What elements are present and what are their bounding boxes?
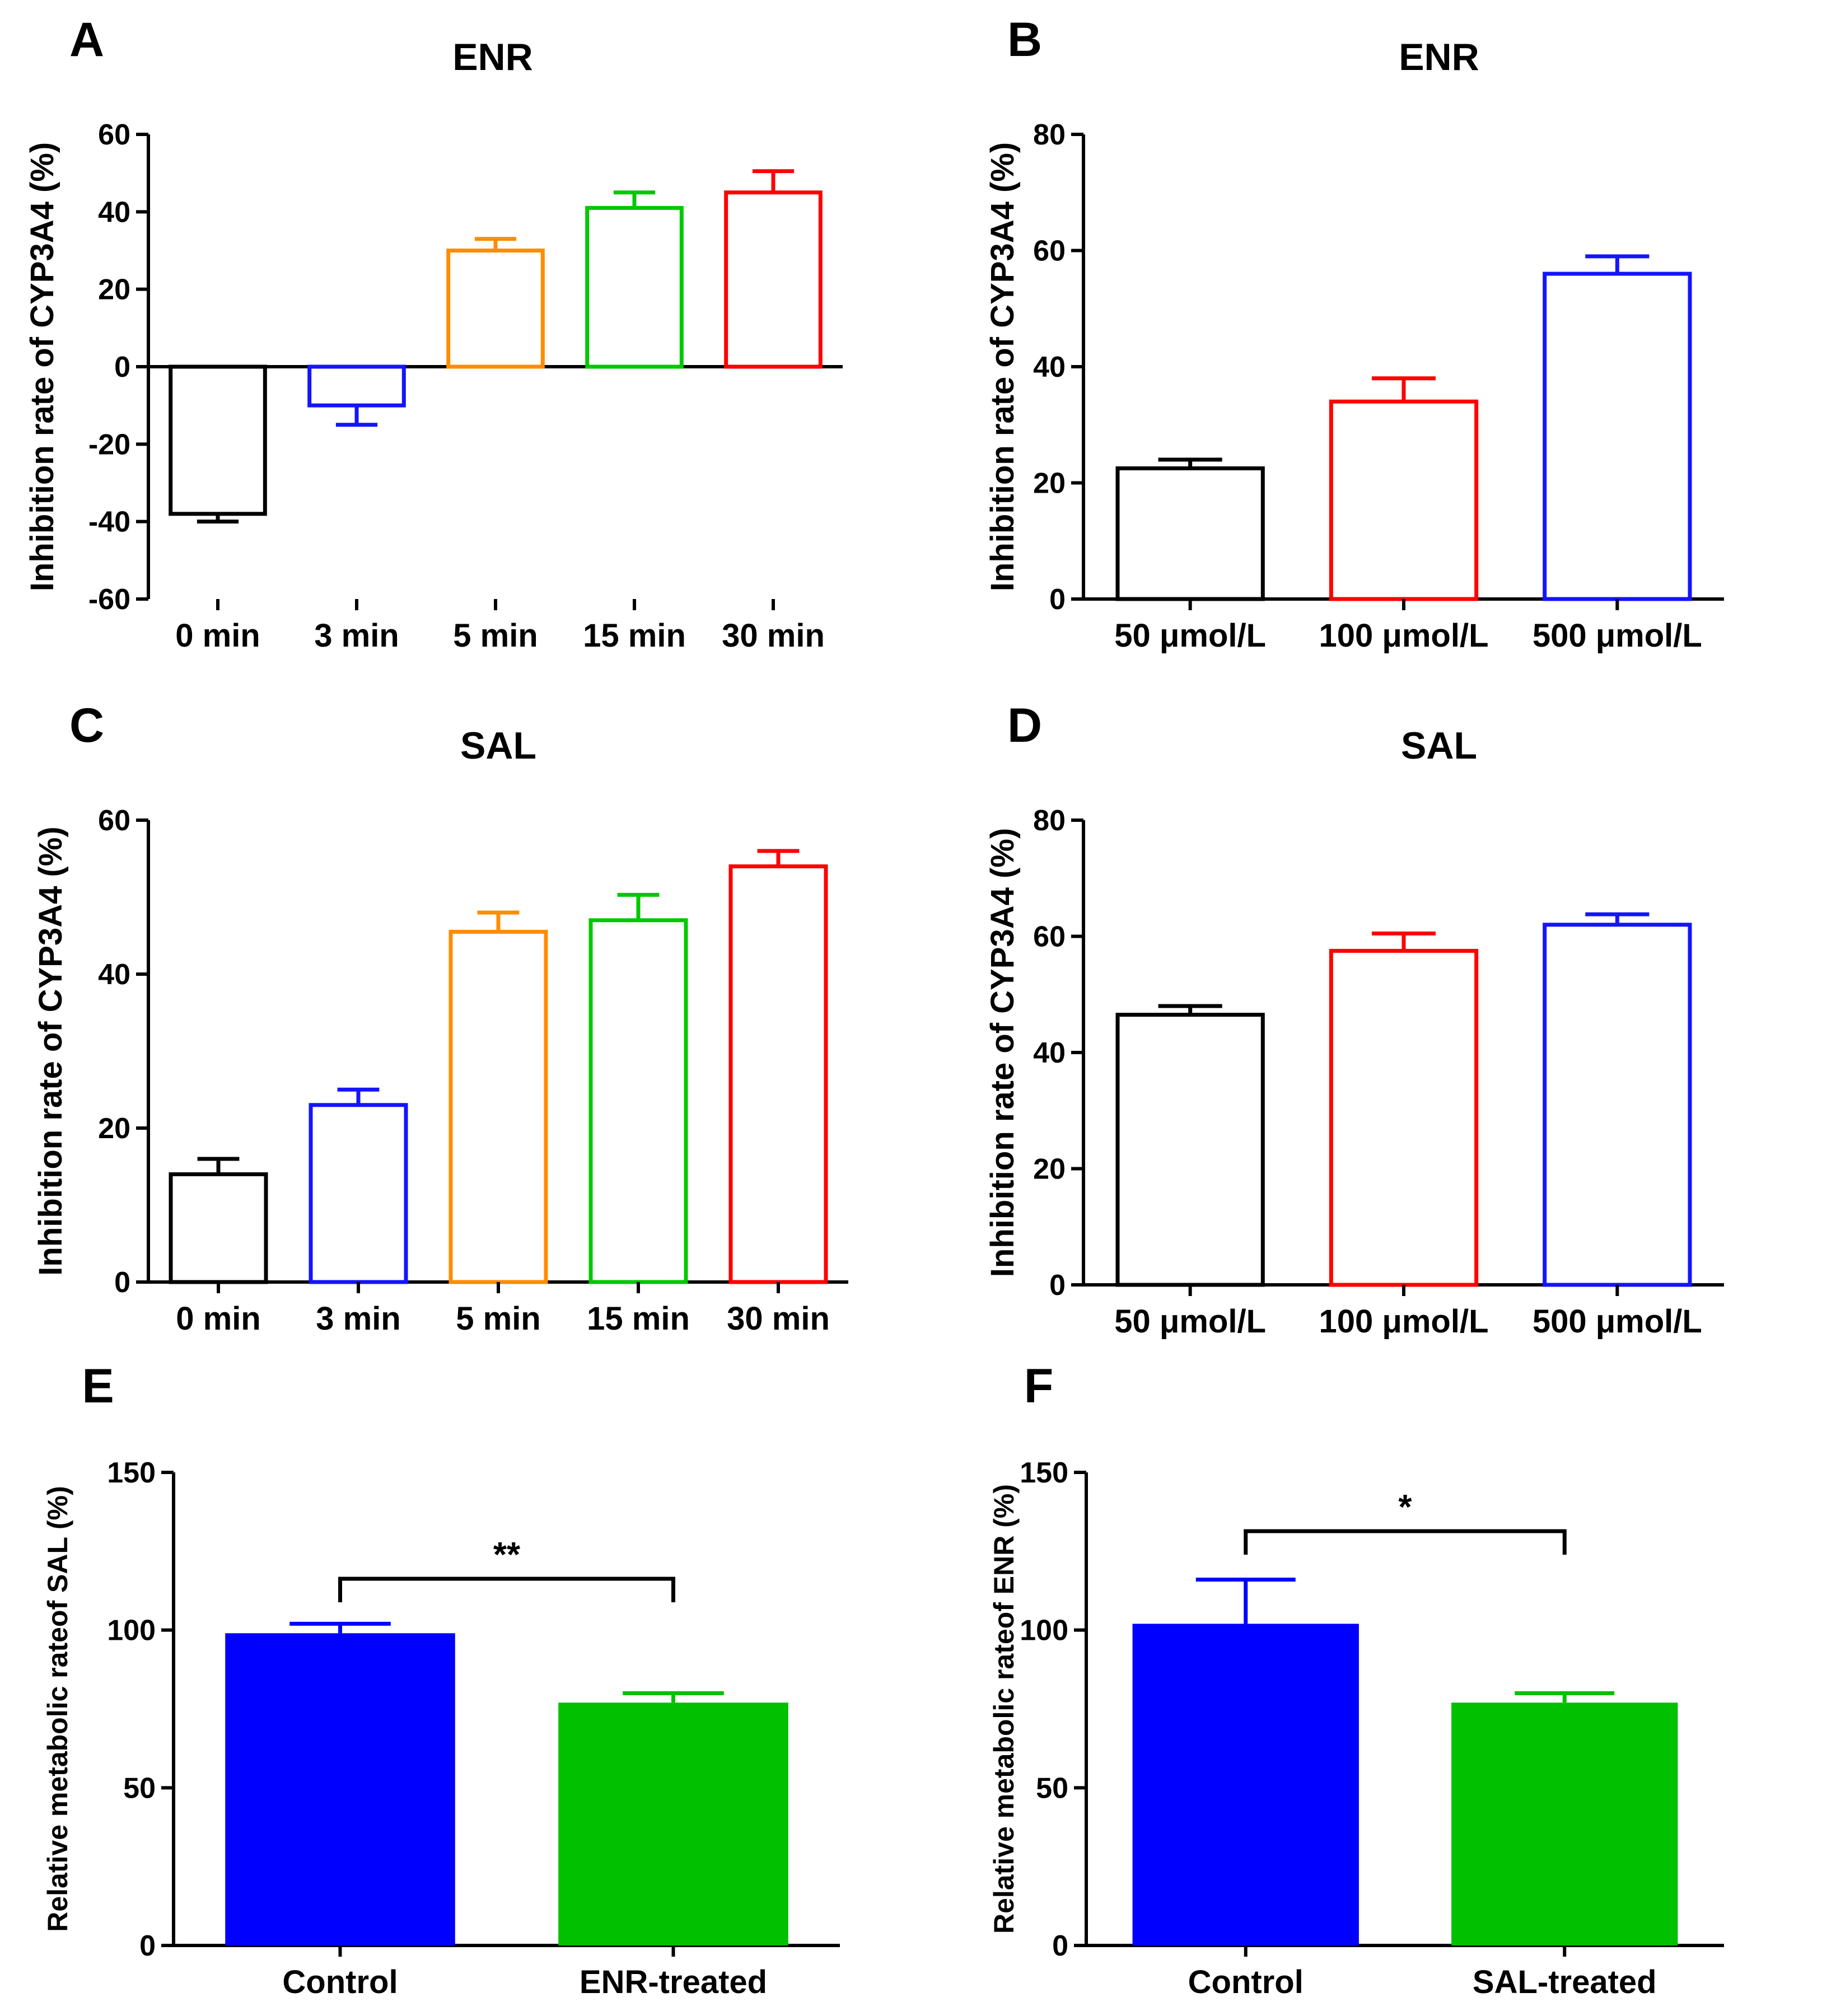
- panel-letter: E: [82, 1359, 114, 1413]
- y-tick-label: 100: [107, 1615, 156, 1647]
- y-tick-label: 0: [114, 1266, 130, 1299]
- bar: [309, 1103, 408, 1284]
- y-tick-label: 150: [1020, 1457, 1068, 1489]
- bar: [1132, 1624, 1359, 1945]
- y-axis-label: Relative metabolic rateof ENR (%): [988, 1484, 1020, 1934]
- panel-c: C SAL 0 20 40 60 Inhibition rate of CYP3A4 (%)…: [32, 699, 848, 1337]
- significance-bracket: [1244, 1529, 1567, 1555]
- bar: [728, 864, 828, 1284]
- y-tick-label: 0: [139, 1930, 156, 1962]
- chart-title: SAL: [460, 724, 536, 767]
- y-tick-label: 40: [98, 196, 130, 228]
- y-tick-label: 60: [98, 119, 130, 151]
- y-tick-label: 150: [107, 1457, 156, 1489]
- y-tick-label: 40: [1033, 1037, 1066, 1069]
- bar: [446, 249, 545, 369]
- x-tick-label: 5 min: [453, 618, 538, 654]
- y-tick-label: -40: [88, 506, 130, 539]
- y-tick-label: 0: [1049, 583, 1066, 616]
- y-tick-label: 60: [98, 804, 130, 837]
- bar: [449, 929, 548, 1284]
- bar: [1543, 923, 1692, 1287]
- y-tick-label: 0: [114, 351, 130, 383]
- y-tick-label: 80: [1033, 119, 1066, 151]
- x-tick-label: ENR-treated: [580, 1964, 767, 2000]
- bar: [1115, 1013, 1265, 1287]
- bar: [585, 205, 684, 369]
- y-tick-label: 20: [1033, 1153, 1066, 1186]
- x-tick-label: 500 μmol/L: [1533, 618, 1702, 654]
- bar: [1451, 1702, 1678, 1945]
- panel-letter: B: [1007, 13, 1042, 67]
- x-tick-label: 100 μmol/L: [1319, 618, 1488, 654]
- bar: [724, 190, 823, 369]
- panel-letter: F: [1024, 1359, 1054, 1413]
- y-axis-label: Inhibition rate of CYP3A4 (%): [24, 142, 60, 591]
- x-tick-label: Control: [282, 1964, 398, 2000]
- y-axis-label: Relative metabolic rateof SAL (%): [42, 1486, 73, 1932]
- y-tick-label: -20: [88, 428, 130, 461]
- significance-bracket: [338, 1577, 675, 1602]
- bar: [1329, 948, 1479, 1287]
- panel-e: E 0 50 100 150 Relative metabolic rateof SAL …: [42, 1359, 840, 2000]
- y-tick-label: 0: [1049, 1269, 1066, 1302]
- y-tick-label: 20: [98, 274, 130, 306]
- y-tick-label: 40: [98, 958, 130, 991]
- significance-label: *: [1398, 1488, 1412, 1527]
- y-tick-label: 20: [1033, 467, 1066, 500]
- bar: [225, 1633, 455, 1945]
- y-tick-label: 100: [1020, 1615, 1068, 1647]
- significance-label: **: [493, 1536, 521, 1574]
- y-tick-label: 80: [1033, 804, 1066, 837]
- x-tick-label: Control: [1188, 1964, 1304, 2000]
- x-tick-label: SAL-treated: [1473, 1964, 1657, 2000]
- bar: [1329, 399, 1479, 601]
- chart-title: ENR: [1399, 36, 1479, 78]
- panel-letter: C: [69, 699, 104, 752]
- bar: [558, 1702, 788, 1945]
- bar: [169, 364, 267, 516]
- x-tick-label: 3 min: [314, 618, 399, 654]
- x-tick-label: 100 μmol/L: [1319, 1303, 1488, 1340]
- y-tick-label: 40: [1033, 351, 1066, 383]
- x-tick-label: 30 min: [727, 1301, 830, 1337]
- panel-letter: D: [1007, 699, 1042, 752]
- y-tick-label: 60: [1033, 921, 1066, 953]
- y-tick-label: 60: [1033, 235, 1066, 268]
- x-tick-label: 3 min: [316, 1301, 401, 1337]
- bar: [588, 918, 688, 1284]
- panel-a: A ENR -60 -40 -20 0 20 40 60 Inhibition rate of C…: [24, 13, 843, 654]
- y-axis-label: Inhibition rate of CYP3A4 (%): [32, 826, 69, 1275]
- x-tick-label: 15 min: [587, 1301, 690, 1337]
- x-tick-label: 0 min: [176, 1301, 261, 1337]
- x-tick-label: 30 min: [722, 618, 825, 654]
- bar: [1115, 466, 1265, 601]
- panel-d: D SAL 0 20 40 60 80 Inhibition rate of CYP3A4 (…: [984, 699, 1724, 1340]
- bar: [169, 1172, 268, 1284]
- chart-title: SAL: [1401, 724, 1477, 767]
- x-tick-label: 50 μmol/L: [1114, 618, 1266, 654]
- y-tick-label: 50: [123, 1772, 156, 1804]
- y-axis-label: Inhibition rate of CYP3A4 (%): [984, 142, 1021, 591]
- x-tick-label: 15 min: [583, 618, 686, 654]
- y-axis-label: Inhibition rate of CYP3A4 (%): [984, 828, 1021, 1277]
- panel-b: B ENR 0 20 40 60 80 Inhibition rate of CYP3A4 (…: [984, 13, 1724, 654]
- y-tick-label: 50: [1036, 1772, 1068, 1804]
- panel-letter: A: [69, 13, 104, 67]
- x-tick-label: 5 min: [456, 1301, 541, 1337]
- y-tick-label: -60: [88, 583, 130, 616]
- bar: [307, 364, 406, 408]
- x-tick-label: 0 min: [175, 618, 260, 654]
- y-tick-label: 0: [1052, 1930, 1068, 1962]
- y-tick-label: 20: [98, 1112, 130, 1145]
- bar: [1543, 272, 1692, 601]
- x-tick-label: 500 μmol/L: [1533, 1303, 1702, 1340]
- x-tick-label: 50 μmol/L: [1114, 1303, 1266, 1340]
- chart-title: ENR: [452, 36, 533, 78]
